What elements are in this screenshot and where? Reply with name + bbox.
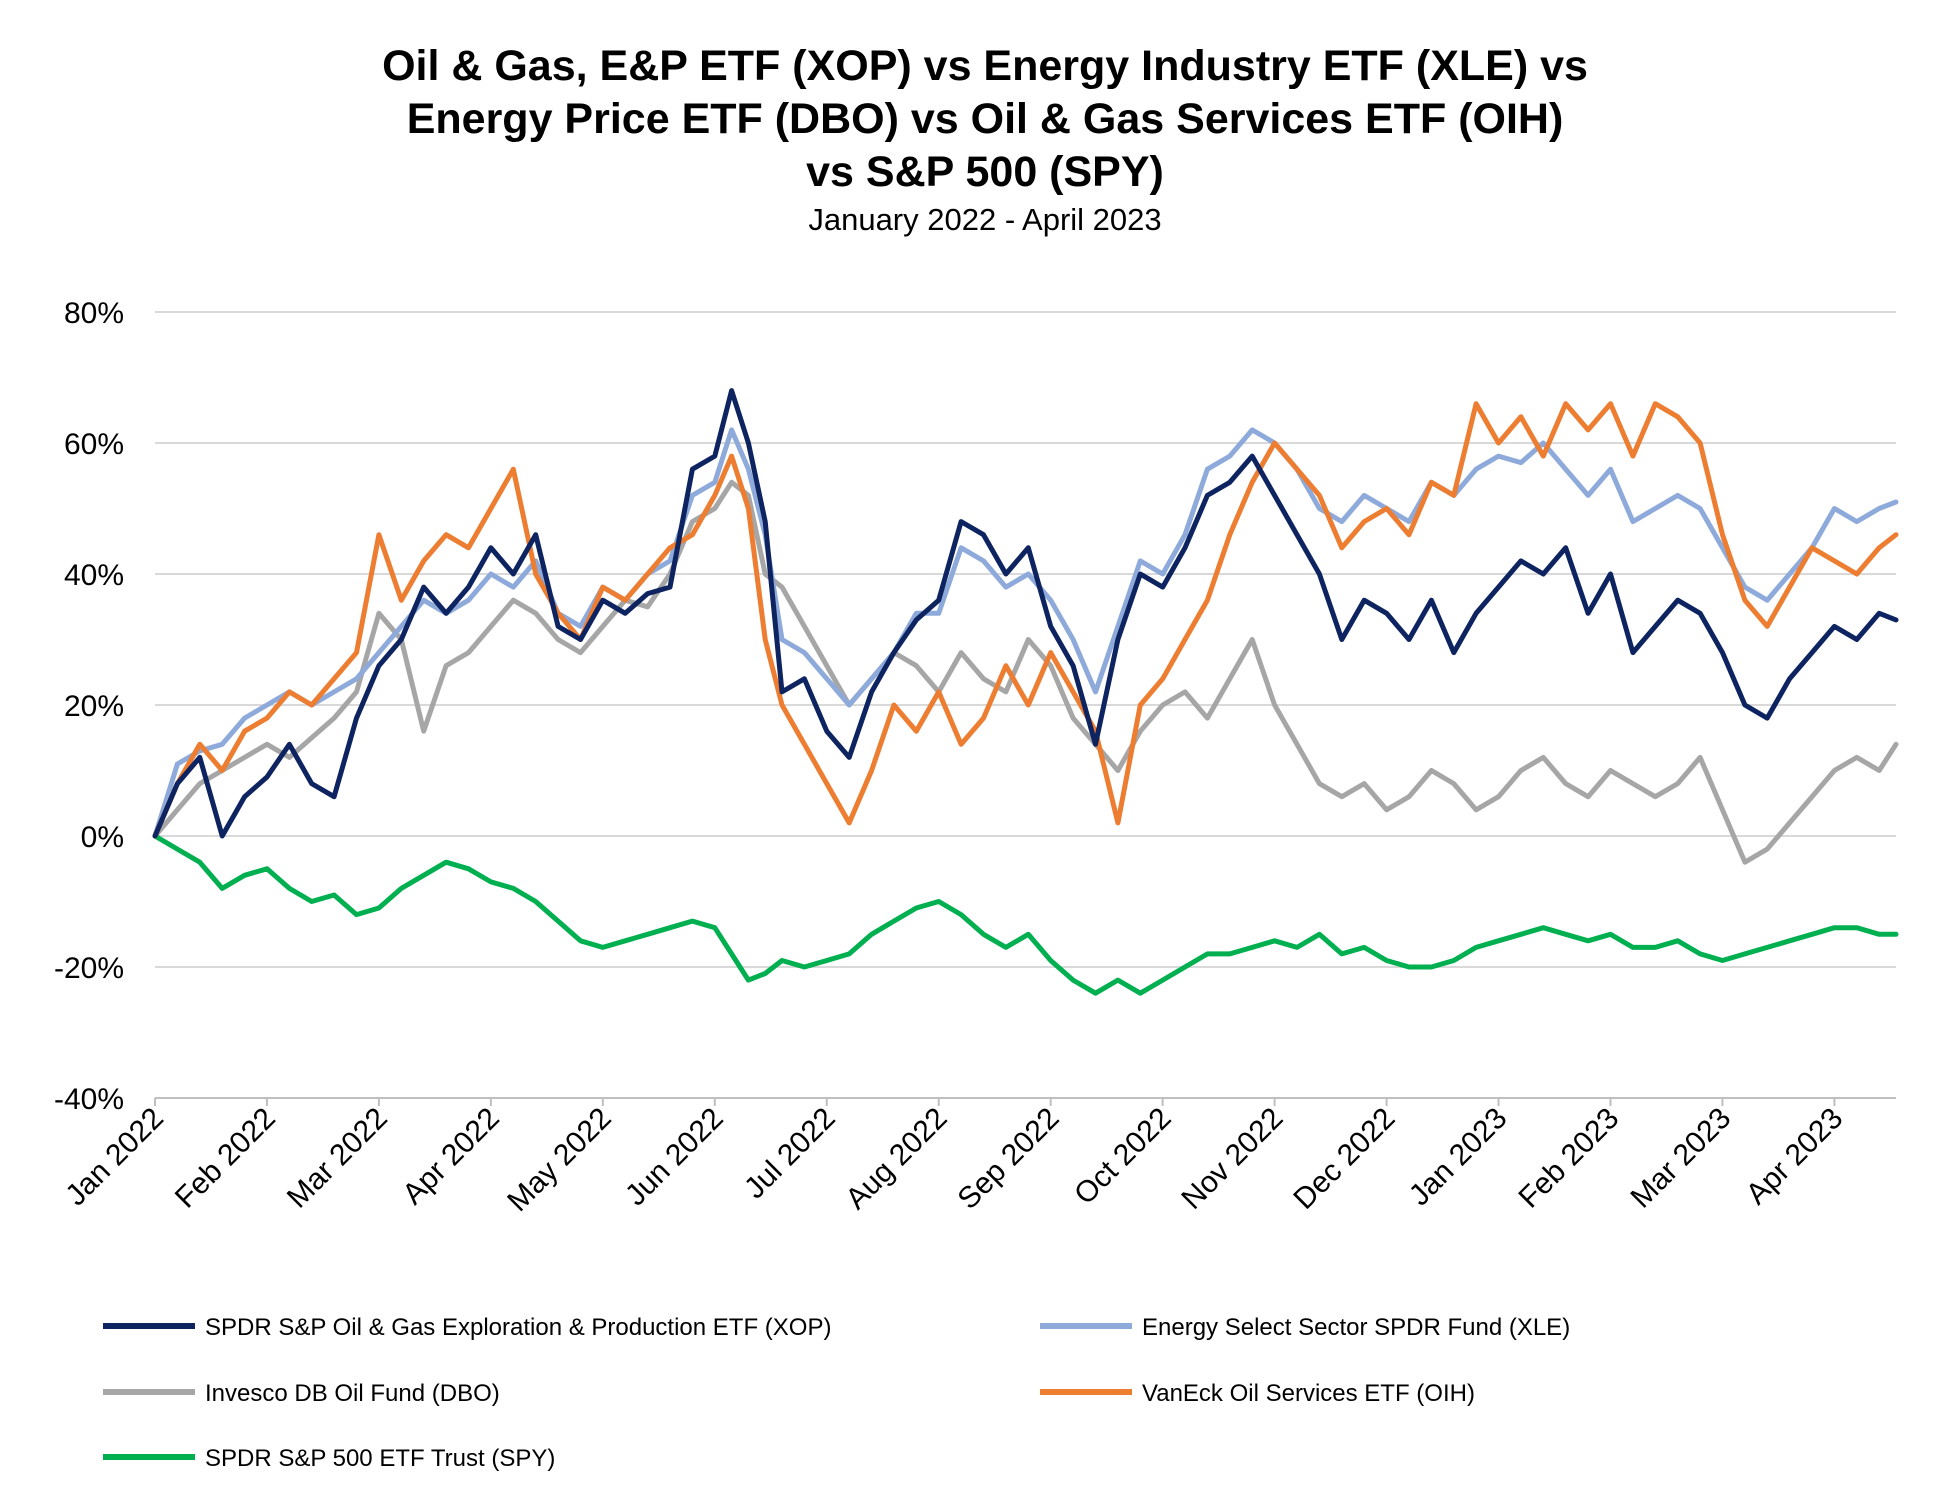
legend: SPDR S&P Oil & Gas Exploration & Product…	[103, 1314, 1570, 1472]
x-tick-label: Feb 2023	[1512, 1102, 1625, 1215]
legend-label: SPDR S&P 500 ETF Trust (SPY)	[205, 1445, 555, 1472]
chart-subtitle: January 2022 - April 2023	[808, 202, 1161, 237]
y-tick-label: 60%	[64, 428, 124, 461]
x-tick-label: Feb 2022	[169, 1102, 282, 1215]
y-tick-label: -40%	[54, 1083, 124, 1116]
series-lines	[152, 388, 1899, 996]
x-tick-label: Jul 2022	[738, 1102, 842, 1206]
series-line-2	[152, 479, 1899, 865]
x-tick-label: Jan 2022	[59, 1102, 170, 1213]
x-tick-label: Sep 2022	[951, 1102, 1065, 1216]
series-line-1	[152, 427, 1899, 839]
x-tick-label: Nov 2022	[1175, 1102, 1289, 1216]
series-line-0	[152, 388, 1899, 839]
series-line-3	[152, 401, 1899, 839]
chart-title-line-1: Oil & Gas, E&P ETF (XOP) vs Energy Indus…	[382, 42, 1588, 90]
x-tick-label: May 2022	[501, 1102, 617, 1218]
x-tick-label: Mar 2023	[1624, 1102, 1737, 1215]
x-tick-label: Apr 2023	[1740, 1102, 1849, 1211]
x-tick-label: Mar 2022	[281, 1102, 394, 1215]
y-tick-label: 80%	[64, 297, 124, 330]
x-tick-label: Apr 2022	[396, 1102, 505, 1211]
y-tick-label: -20%	[54, 952, 124, 985]
x-tick-label: Oct 2022	[1068, 1102, 1177, 1211]
gridlines	[155, 311, 1896, 968]
x-tick-label: Dec 2022	[1287, 1102, 1401, 1216]
chart-title-line-3: vs S&P 500 (SPY)	[806, 148, 1164, 196]
legend-label: Energy Select Sector SPDR Fund (XLE)	[1142, 1314, 1570, 1341]
chart-title-line-2: Energy Price ETF (DBO) vs Oil & Gas Serv…	[407, 95, 1564, 143]
legend-label: Invesco DB Oil Fund (DBO)	[205, 1380, 500, 1407]
x-tick-label: Jan 2023	[1403, 1102, 1514, 1213]
legend-label: SPDR S&P Oil & Gas Exploration & Product…	[205, 1314, 831, 1341]
x-tick-label: Jun 2022	[619, 1102, 730, 1213]
y-tick-label: 40%	[64, 559, 124, 592]
y-tick-label: 20%	[64, 690, 124, 723]
y-tick-label: 0%	[81, 821, 124, 854]
y-axis-tick-labels: 80% 60% 40% 20% 0% -20% -40%	[54, 297, 124, 1116]
chart-title: Oil & Gas, E&P ETF (XOP) vs Energy Indus…	[382, 42, 1588, 237]
series-line-4	[152, 833, 1899, 996]
x-tick-label: Aug 2022	[840, 1102, 954, 1216]
legend-label: VanEck Oil Services ETF (OIH)	[1142, 1380, 1475, 1407]
